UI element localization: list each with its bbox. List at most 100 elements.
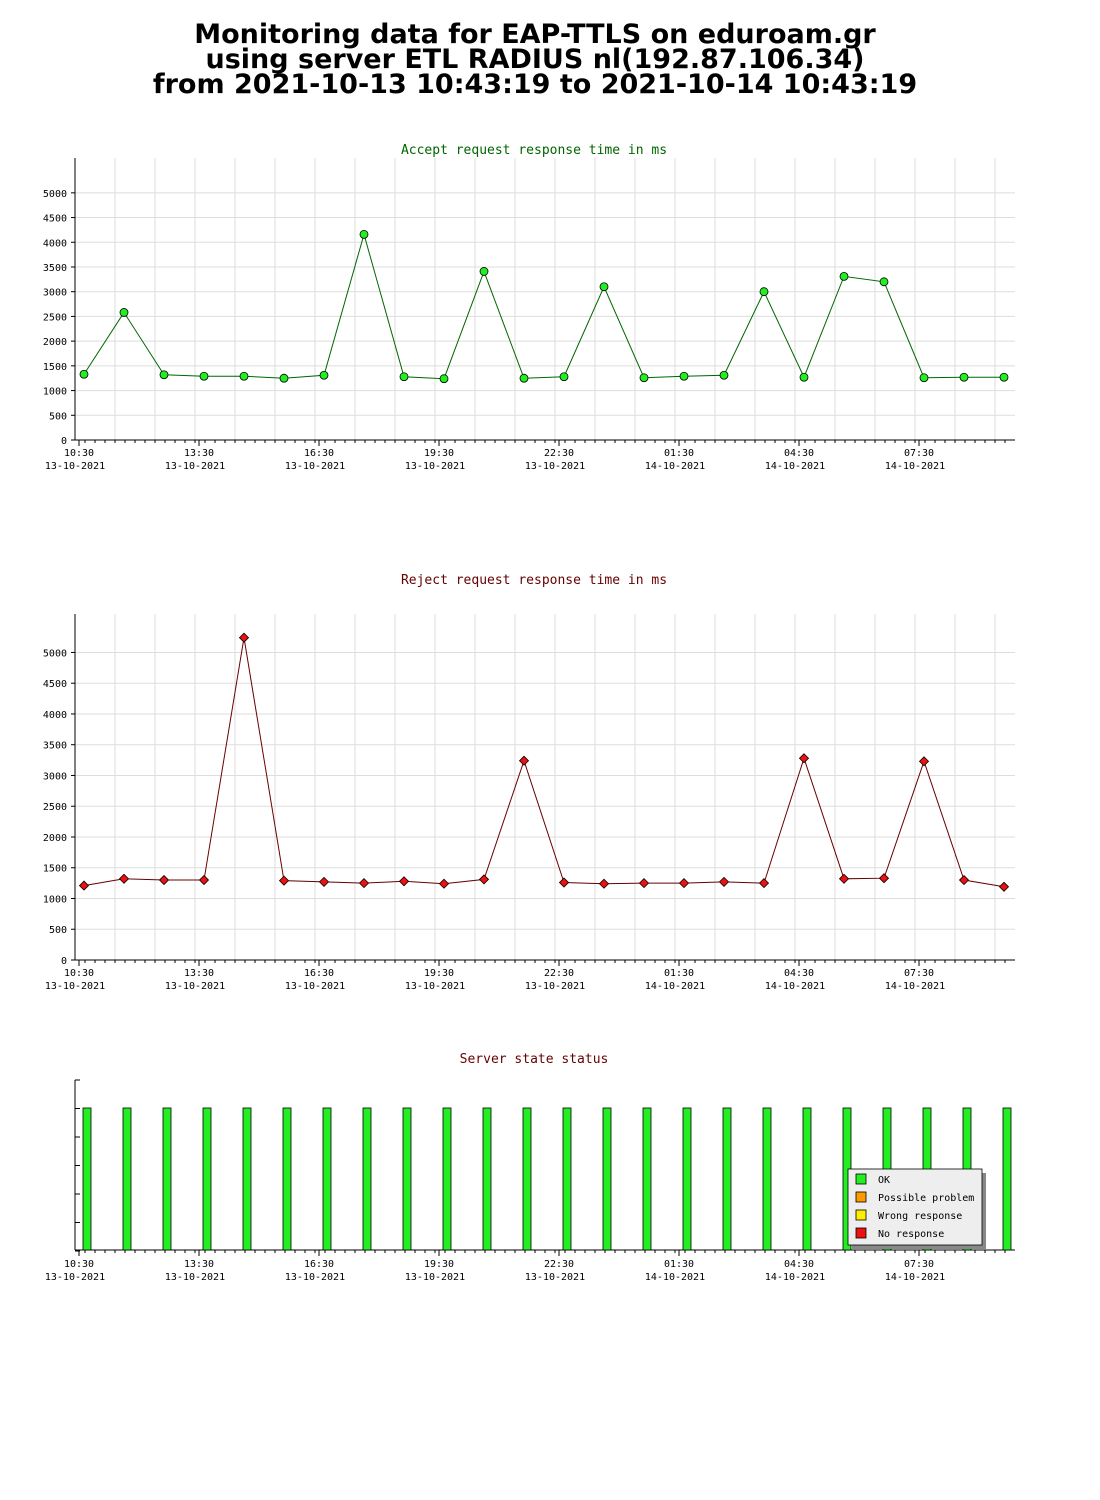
x-tick-time-label: 16:30	[304, 968, 334, 979]
status-bar	[202, 1107, 212, 1251]
y-tick-label: 2500	[43, 312, 67, 323]
data-point	[679, 371, 689, 381]
x-tick-date-label: 14-10-2021	[885, 981, 945, 992]
y-tick-label: 0	[61, 956, 67, 967]
y-tick-label: 4000	[43, 238, 67, 249]
x-tick-time-label: 22:30	[544, 968, 574, 979]
data-point	[318, 876, 330, 887]
x-tick-time-label: 01:30	[664, 1259, 694, 1270]
y-tick-label: 4500	[43, 679, 67, 690]
data-point	[799, 372, 809, 382]
x-tick-time-label: 13:30	[184, 968, 214, 979]
x-tick-date-label: 13-10-2021	[405, 461, 465, 472]
chart-reject: Reject request response time in ms 0 500 10…	[43, 573, 1015, 992]
series-line	[83, 232, 1004, 380]
data-point	[719, 370, 729, 380]
data-point	[278, 875, 290, 886]
status-bar	[482, 1107, 492, 1251]
x-tick-date-label: 13-10-2021	[525, 1272, 585, 1283]
status-bar	[362, 1107, 372, 1251]
legend-label: Possible problem	[878, 1193, 974, 1204]
legend-label: Wrong response	[878, 1211, 962, 1222]
data-point	[158, 874, 170, 886]
data-point	[838, 873, 850, 884]
chart-title: Accept request response time in ms	[401, 143, 667, 158]
y-tick-label: 3500	[43, 263, 67, 274]
y-tick-label: 1000	[43, 894, 67, 905]
y-tick-label: 500	[49, 925, 67, 936]
title-line-2: using server ETL RADIUS nl(192.87.106.34…	[205, 44, 865, 75]
status-bar	[402, 1107, 412, 1251]
x-tick-date-label: 13-10-2021	[285, 981, 345, 992]
data-point	[238, 632, 250, 643]
data-point	[678, 878, 690, 889]
chart-title: Server state status	[460, 1052, 609, 1067]
status-bar	[282, 1107, 292, 1251]
y-tick-label: 4000	[43, 710, 67, 721]
x-tick-time-label: 22:30	[544, 1259, 574, 1270]
x-tick-date-label: 14-10-2021	[645, 981, 705, 992]
x-tick-date-label: 14-10-2021	[765, 1272, 825, 1283]
x-tick-time-label: 22:30	[544, 448, 574, 459]
x-tick-date-label: 13-10-2021	[405, 981, 465, 992]
x-tick-time-label: 16:30	[304, 1259, 334, 1270]
data-point	[199, 371, 209, 381]
y-tick-label: 3000	[43, 771, 67, 782]
y-tick-label: 2500	[43, 802, 67, 813]
status-bar	[82, 1107, 92, 1251]
x-tick-time-label: 19:30	[424, 448, 454, 459]
x-tick-date-label: 13-10-2021	[45, 981, 105, 992]
x-tick-time-label: 19:30	[424, 968, 454, 979]
x-tick-time-label: 04:30	[784, 1259, 814, 1270]
x-tick-date-label: 13-10-2021	[45, 461, 105, 472]
chart-status: Server state status 10:30 13-10-2021 13:30 1…	[45, 1052, 1015, 1283]
data-point	[638, 878, 650, 889]
x-tick-time-label: 07:30	[904, 1259, 934, 1270]
x-tick-time-label: 07:30	[904, 968, 934, 979]
status-bar	[162, 1107, 172, 1251]
legend-label: No response	[878, 1229, 944, 1240]
data-point	[918, 756, 930, 767]
y-tick-label: 3500	[43, 741, 67, 752]
data-point	[439, 374, 449, 384]
data-point	[159, 370, 169, 380]
y-tick-label: 4500	[43, 214, 67, 225]
data-point	[479, 267, 489, 276]
status-bar	[322, 1107, 332, 1251]
data-point	[239, 371, 249, 381]
status-bar	[762, 1107, 772, 1251]
data-point	[518, 755, 530, 766]
x-tick-time-label: 13:30	[184, 1259, 214, 1270]
x-tick-time-label: 19:30	[424, 1259, 454, 1270]
data-point	[478, 874, 490, 885]
status-bar	[242, 1107, 252, 1251]
x-tick-date-label: 14-10-2021	[885, 461, 945, 472]
x-tick-date-label: 13-10-2021	[45, 1272, 105, 1283]
data-point	[639, 373, 649, 383]
data-point	[119, 308, 129, 317]
series-line	[83, 637, 1005, 888]
x-tick-date-label: 13-10-2021	[165, 981, 225, 992]
data-point	[839, 271, 849, 281]
x-tick-time-label: 10:30	[64, 968, 94, 979]
data-point	[879, 277, 889, 287]
x-tick-date-label: 13-10-2021	[525, 461, 585, 472]
legend: OK Possible problem Wrong response No respo…	[847, 1168, 986, 1249]
data-point	[798, 753, 810, 764]
y-tick-label: 1500	[43, 864, 67, 875]
data-point	[398, 876, 410, 887]
data-point	[999, 372, 1009, 382]
x-tick-date-label: 14-10-2021	[645, 1272, 705, 1283]
status-bar	[522, 1107, 532, 1251]
legend-swatch	[855, 1173, 867, 1185]
x-tick-date-label: 13-10-2021	[285, 1272, 345, 1283]
data-point	[399, 372, 409, 382]
data-point	[919, 373, 929, 383]
x-tick-date-label: 14-10-2021	[765, 461, 825, 472]
data-point	[759, 287, 769, 297]
x-tick-time-label: 10:30	[64, 448, 94, 459]
y-tick-label: 5000	[43, 189, 67, 200]
data-point	[598, 878, 610, 889]
data-point	[279, 373, 289, 383]
